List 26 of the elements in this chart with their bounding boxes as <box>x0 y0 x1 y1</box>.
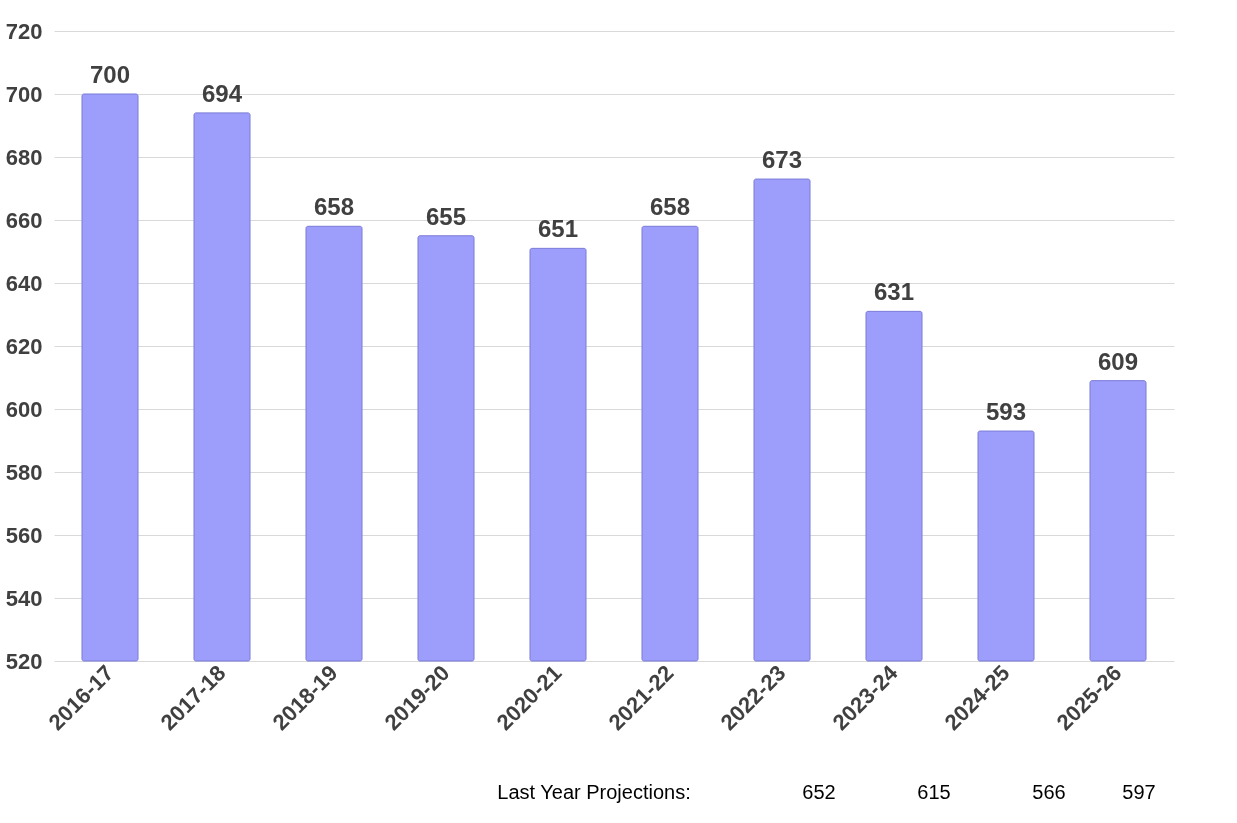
y-tick-label: 700 <box>5 81 43 107</box>
y-tick-label: 560 <box>5 522 43 548</box>
y-tick-label: 520 <box>5 648 43 674</box>
text: 615 <box>917 781 951 803</box>
y-tick-label: 660 <box>5 207 43 233</box>
data-label: 658 <box>649 193 691 221</box>
text: 652 <box>802 781 836 803</box>
text: Last Year Projections: <box>497 781 691 803</box>
text: 566 <box>1032 781 1066 803</box>
data-label: 700 <box>89 61 131 88</box>
data-label: 631 <box>873 278 915 306</box>
y-tick-label: 640 <box>5 270 43 296</box>
y-tick-label: 600 <box>5 396 43 422</box>
data-label: 609 <box>1097 347 1139 375</box>
y-tick-label: 540 <box>5 585 43 611</box>
y-tick-label: 680 <box>5 144 43 170</box>
data-label: 658 <box>313 193 355 221</box>
data-label: 655 <box>425 202 467 230</box>
data-label: 673 <box>761 146 803 174</box>
data-label: 694 <box>201 79 243 107</box>
y-tick-label: 620 <box>5 333 43 359</box>
data-label: 593 <box>985 398 1027 426</box>
y-tick-label: 720 <box>5 18 43 44</box>
text: 597 <box>1122 781 1156 803</box>
y-tick-label: 580 <box>5 459 43 485</box>
data-label: 651 <box>537 215 579 243</box>
